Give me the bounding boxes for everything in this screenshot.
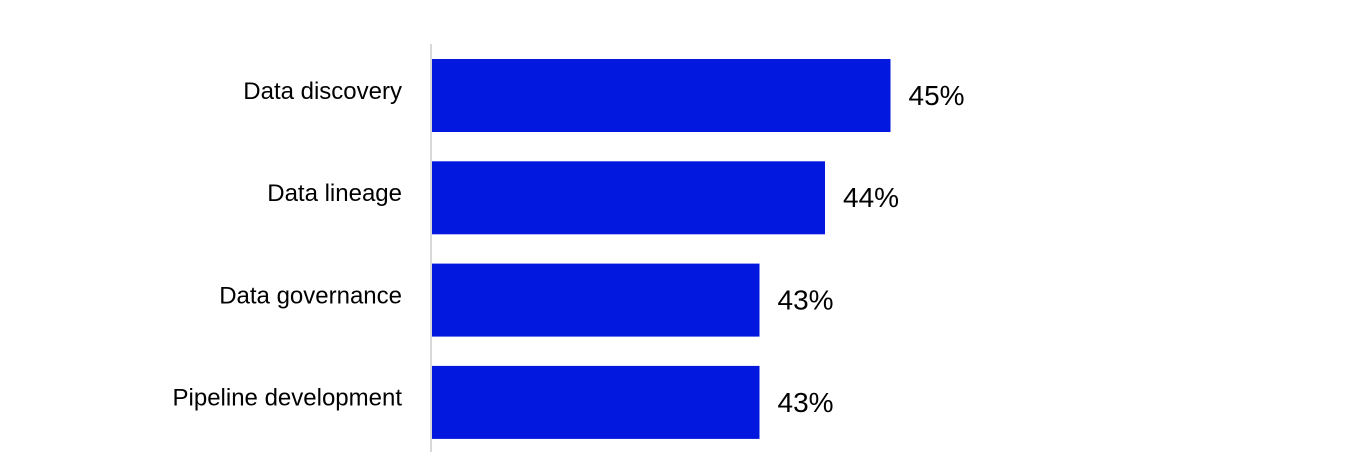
value-label: 44% <box>843 182 899 213</box>
value-label: 43% <box>778 387 834 418</box>
bar <box>432 365 760 439</box>
category-label: Pipeline development <box>173 385 403 412</box>
category-label: Data discovery <box>243 78 402 105</box>
bar <box>432 263 760 337</box>
value-label: 45% <box>909 80 965 111</box>
bar <box>432 59 891 132</box>
value-label: 43% <box>778 284 834 315</box>
bar <box>432 161 825 235</box>
category-label: Data lineage <box>267 180 402 207</box>
category-label: Data governance <box>219 282 402 309</box>
